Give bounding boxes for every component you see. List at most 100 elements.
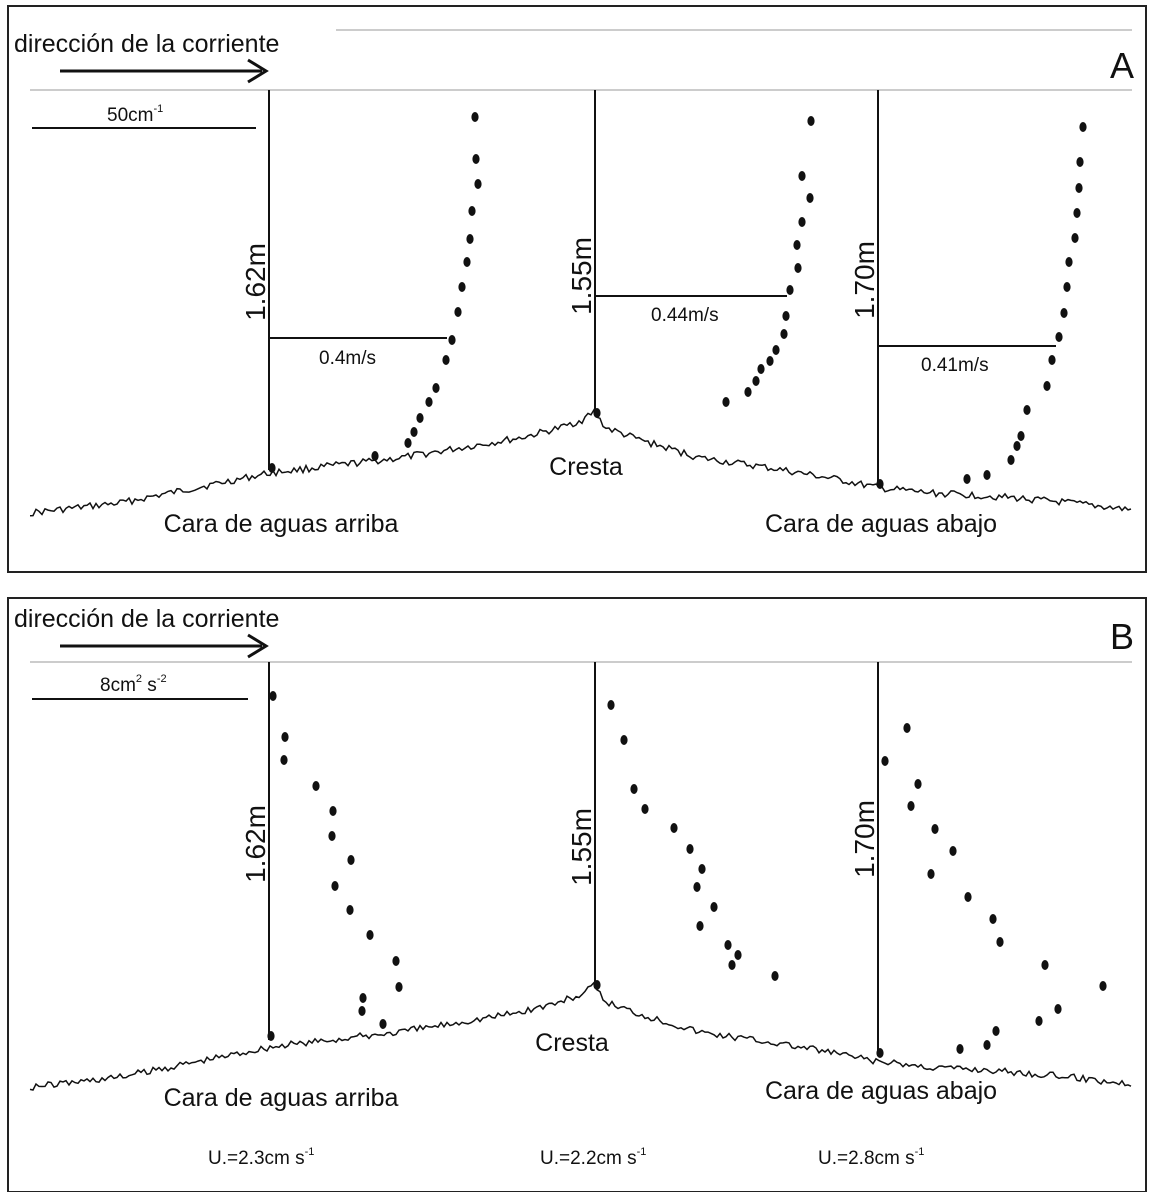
panel-a-point-28 <box>766 356 774 366</box>
panel-a-point-41 <box>1060 308 1068 318</box>
panel-b-point-16 <box>267 1031 275 1041</box>
panel-a-point-40 <box>1063 282 1071 292</box>
panel-b-point-24 <box>693 882 701 892</box>
panel-b-point-4 <box>312 781 320 791</box>
panel-b-point-22 <box>686 844 694 854</box>
panel-a-point-18 <box>807 116 815 126</box>
panel-a-point-37 <box>1073 208 1081 218</box>
panel-b-point-5 <box>329 806 337 816</box>
panel-a-point-42 <box>1055 332 1063 342</box>
panel-b-point-30 <box>771 971 779 981</box>
panel-b-point-48 <box>956 1044 964 1054</box>
panel-b-point-6 <box>328 831 336 841</box>
panel-a-upstream-label: Cara de aguas arriba <box>164 510 399 538</box>
panel-a-profile-1-height: 1.62m <box>240 243 271 321</box>
panel-b-point-18 <box>620 735 628 745</box>
panel-b-point-25 <box>710 902 718 912</box>
panel-b-point-31 <box>593 980 601 990</box>
panel-a-direction-label: dirección de la corriente <box>14 30 279 58</box>
panel-b-point-39 <box>964 892 972 902</box>
panel-a: dirección de la corriente A 50cm-1 1.62m… <box>7 5 1147 573</box>
panel-a-point-3 <box>474 179 482 189</box>
panel-b-point-29 <box>728 960 736 970</box>
panel-a-point-51 <box>876 479 884 489</box>
panel-a-point-23 <box>794 263 802 273</box>
panel-b-point-23 <box>698 864 706 874</box>
panel-a-point-32 <box>722 397 730 407</box>
panel-a-point-48 <box>1007 455 1015 465</box>
panel-b-direction-label: dirección de la corriente <box>14 605 279 633</box>
panel-a-point-17 <box>268 463 276 473</box>
panel-b-point-46 <box>992 1026 1000 1036</box>
panel-b: dirección de la corriente B 8cm2 s-2 1.6… <box>7 597 1147 1192</box>
panel-b-upstream-label: Cara de aguas arriba <box>164 1084 399 1112</box>
panel-a-point-5 <box>466 234 474 244</box>
panel-b-point-42 <box>1041 960 1049 970</box>
panel-a-point-27 <box>772 345 780 355</box>
panel-a-point-31 <box>744 387 752 397</box>
panel-b-point-21 <box>670 823 678 833</box>
panel-a-direction-arrow <box>60 58 269 84</box>
panel-b-point-3 <box>280 755 288 765</box>
panel-a-point-24 <box>786 285 794 295</box>
panel-a-point-39 <box>1065 257 1073 267</box>
panel-b-point-27 <box>724 940 732 950</box>
panel-a-point-49 <box>983 470 991 480</box>
panel-b-point-38 <box>927 869 935 879</box>
panel-a-point-13 <box>416 413 424 423</box>
panel-b-point-14 <box>358 1006 366 1016</box>
panel-a-point-36 <box>1075 183 1083 193</box>
panel-a-point-34 <box>1079 122 1087 132</box>
panel-b-profile-1-ustar: U.=2.3cm s-1 <box>208 1146 314 1169</box>
panel-a-point-15 <box>404 438 412 448</box>
panel-b-point-43 <box>1099 981 1107 991</box>
panel-b-profile-3-height: 1.70m <box>849 800 880 878</box>
panel-b-point-26 <box>696 921 704 931</box>
panel-a-point-14 <box>410 427 418 437</box>
panel-a-point-1 <box>471 112 479 122</box>
panel-a-point-26 <box>780 329 788 339</box>
panel-a-point-22 <box>793 240 801 250</box>
panel-a-point-8 <box>454 307 462 317</box>
panel-b-point-41 <box>996 937 1004 947</box>
panel-a-point-29 <box>757 364 765 374</box>
panel-b-point-32 <box>881 756 889 766</box>
panel-b-stress-points <box>267 691 1107 1058</box>
panel-b-frame <box>7 597 1147 1192</box>
panel-a-point-25 <box>782 311 790 321</box>
panel-b-point-28 <box>734 950 742 960</box>
panel-a-point-20 <box>806 193 814 203</box>
panel-a-point-16 <box>371 451 379 461</box>
panel-a-crest-label: Cresta <box>549 453 623 481</box>
panel-b-point-11 <box>392 956 400 966</box>
panel-b-profile-1-height: 1.62m <box>240 805 271 883</box>
panel-b-point-8 <box>331 881 339 891</box>
panel-a-point-35 <box>1076 157 1084 167</box>
panel-b-point-35 <box>907 801 915 811</box>
panel-b-point-19 <box>630 784 638 794</box>
panel-b-point-44 <box>1054 1004 1062 1014</box>
panel-b-letter: B <box>1110 616 1134 657</box>
panel-a-frame <box>7 5 1147 573</box>
panel-b-point-2 <box>281 732 289 742</box>
panel-a-point-46 <box>1017 431 1025 441</box>
panel-b-point-37 <box>949 846 957 856</box>
panel-a-bed-profile <box>29 408 1132 517</box>
panel-b-point-40 <box>989 914 997 924</box>
panel-a-point-7 <box>458 282 466 292</box>
panel-a-point-12 <box>425 397 433 407</box>
panel-a-profile-2-height: 1.55m <box>566 237 597 315</box>
panel-a-point-4 <box>468 206 476 216</box>
panel-a-point-45 <box>1023 405 1031 415</box>
panel-a-point-33 <box>593 408 601 418</box>
panel-b-profile-2-height: 1.55m <box>566 808 597 886</box>
panel-b-profile-2-ustar: U.=2.2cm s-1 <box>540 1146 646 1169</box>
panel-b-point-15 <box>379 1019 387 1029</box>
panel-b-point-1 <box>269 691 277 701</box>
panel-b-downstream-label: Cara de aguas abajo <box>765 1077 997 1105</box>
panel-a-profile-3-velocity: 0.41m/s <box>921 355 989 376</box>
panel-a-point-44 <box>1043 381 1051 391</box>
panel-a-profile-1-velocity: 0.4m/s <box>319 348 376 369</box>
panel-b-point-49 <box>876 1048 884 1058</box>
